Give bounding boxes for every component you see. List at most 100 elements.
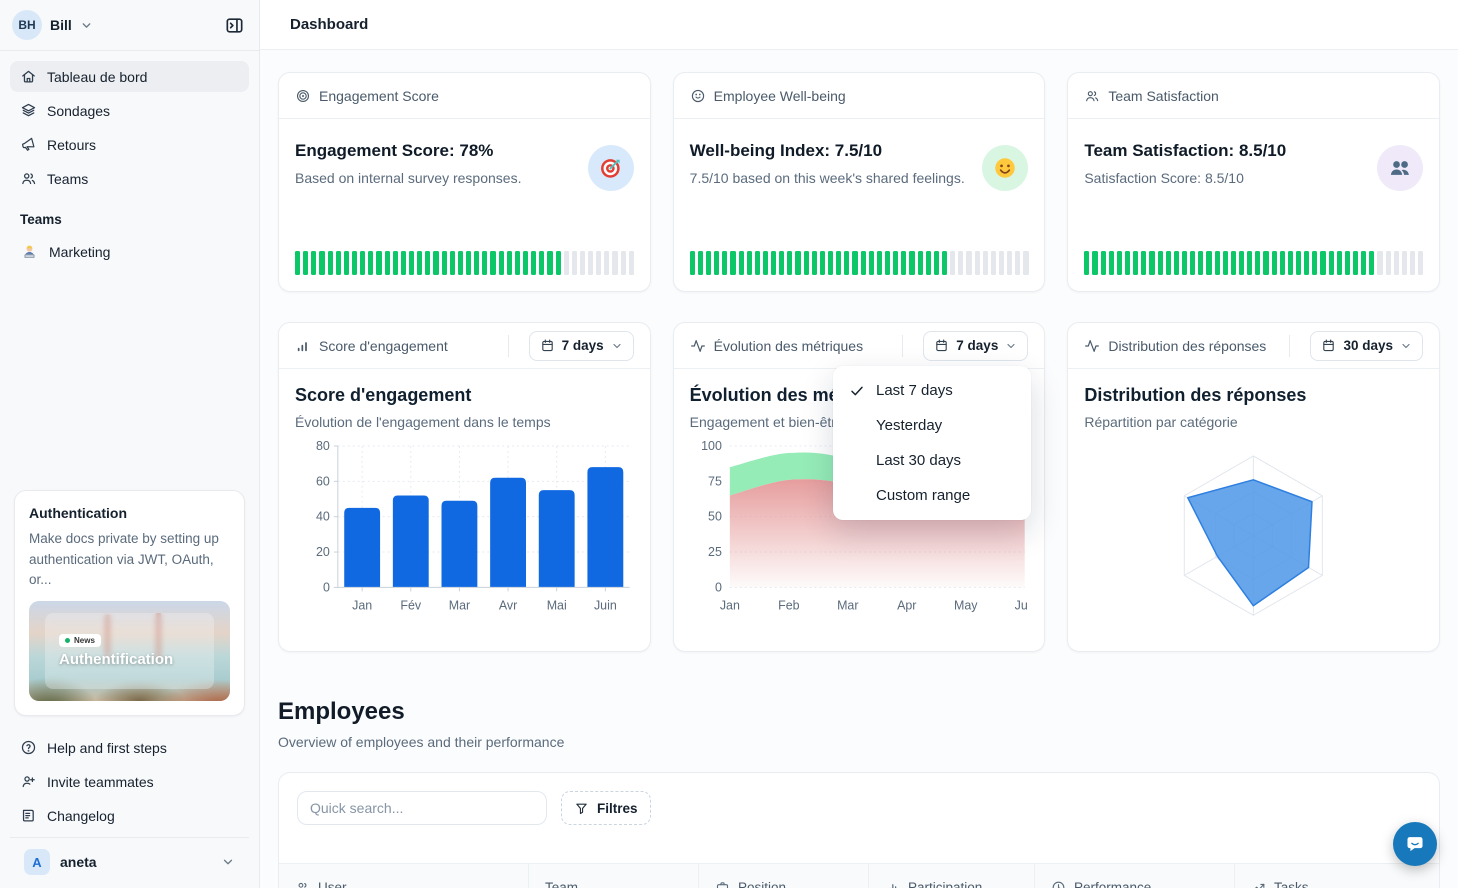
card-header-label: Employee Well-being <box>713 87 846 104</box>
main-area: Dashboard Engagement Score Engagement Sc… <box>260 0 1458 888</box>
page-header: Dashboard <box>260 0 1458 50</box>
sidebar-item-label: Sondages <box>47 102 111 119</box>
svg-text:Mar: Mar <box>449 598 470 612</box>
card-header-label: Team Satisfaction <box>1108 87 1219 104</box>
sidebar-item-changelog[interactable]: Changelog <box>10 800 249 831</box>
svg-text:Jun: Jun <box>1014 598 1028 612</box>
sidebar-item-invite[interactable]: Invite teammates <box>10 766 249 797</box>
distribution-radar-chart <box>1084 436 1423 647</box>
column-header-performance[interactable]: Performance <box>1035 864 1235 888</box>
stat-title: Team Satisfaction: 8.5/10 <box>1084 141 1287 160</box>
divider <box>902 334 904 357</box>
promo-card[interactable]: Authentication Make docs private by sett… <box>14 490 245 716</box>
sidebar-item-marketing[interactable]: Marketing <box>10 236 249 267</box>
emoji-badge <box>982 145 1029 191</box>
chart-subtitle: Répartition par catégorie <box>1084 414 1238 430</box>
stat-card-engagement: Engagement Score Engagement Score: 78% B… <box>278 72 651 292</box>
column-header-user[interactable]: User <box>279 864 529 888</box>
stat-subtitle: Based on internal survey responses. <box>295 170 522 186</box>
chart-card-engagement-score: Score d'engagement 7 days Score d'engage… <box>278 322 651 652</box>
column-header-participation[interactable]: Participation <box>869 864 1035 888</box>
filters-button[interactable]: Filtres <box>561 791 651 825</box>
sidebar-item-label: Tableau de bord <box>47 68 148 85</box>
column-header-position[interactable]: Position <box>699 864 869 888</box>
stat-card-wellbeing: Employee Well-being Well-being Index: 7.… <box>672 72 1046 292</box>
svg-text:Mar: Mar <box>837 598 858 612</box>
sidebar-item-surveys[interactable]: Sondages <box>10 95 249 126</box>
employees-section: Employees Overview of employees and thei… <box>278 698 1440 888</box>
divider <box>0 50 259 51</box>
calendar-icon <box>541 339 553 352</box>
employees-table-card: Filtres User Team Position <box>278 772 1440 888</box>
calendar-icon <box>1323 339 1335 352</box>
section-title: Employees <box>278 698 405 725</box>
activity-icon <box>1085 339 1100 352</box>
svg-text:Juin: Juin <box>594 598 617 612</box>
divider <box>10 837 249 838</box>
sidebar-item-label: Teams <box>47 170 89 187</box>
users-icon <box>298 882 307 888</box>
date-range-button[interactable]: 7 days <box>528 330 634 361</box>
menu-item-yesterday[interactable]: Yesterday <box>833 408 1031 443</box>
chevron-down-icon <box>82 22 91 28</box>
collapse-sidebar-button[interactable] <box>222 13 247 38</box>
briefcase-icon <box>716 882 729 888</box>
dashboard-content: Engagement Score Engagement Score: 78% B… <box>260 50 1458 888</box>
target-emoji <box>600 159 620 178</box>
date-range-button[interactable]: 30 days <box>1310 330 1423 361</box>
sidebar-team-list: Marketing <box>0 236 259 270</box>
chat-widget-button[interactable] <box>1393 822 1437 866</box>
stat-title: Well-being Index: 7.5/10 <box>689 141 883 160</box>
svg-text:100: 100 <box>701 439 722 453</box>
date-range-button[interactable]: 7 days <box>923 330 1029 361</box>
menu-item-custom-range[interactable]: Custom range <box>833 478 1031 513</box>
stat-subtitle: 7.5/10 based on this week's shared feeli… <box>689 170 965 186</box>
chevron-down-icon <box>613 343 621 348</box>
card-header-label: Évolution des métriques <box>713 337 864 354</box>
sidebar-item-feedback[interactable]: Retours <box>10 129 249 160</box>
layers-icon <box>21 103 36 117</box>
svg-text:25: 25 <box>708 545 722 559</box>
account-switcher[interactable]: A aneta <box>10 838 249 888</box>
megaphone-icon <box>22 137 35 151</box>
column-header-tasks[interactable]: Tasks <box>1235 864 1439 888</box>
wellbeing-progress-bar <box>689 251 1029 275</box>
svg-text:Jan: Jan <box>352 598 372 612</box>
sidebar-item-help[interactable]: Help and first steps <box>10 732 249 763</box>
users-icon <box>22 173 36 185</box>
date-range-label: 7 days <box>956 338 999 353</box>
svg-text:60: 60 <box>316 474 330 488</box>
promo-body: Make docs private by setting up authenti… <box>29 531 219 587</box>
svg-text:0: 0 <box>323 580 330 594</box>
svg-text:0: 0 <box>715 580 722 594</box>
table-header-row: User Team Position Participation <box>279 863 1439 888</box>
emoji-badge <box>1376 145 1423 191</box>
sidebar-item-label: Invite teammates <box>47 773 154 790</box>
stat-card-satisfaction: Team Satisfaction Team Satisfaction: 8.5… <box>1067 72 1440 292</box>
svg-text:Jan: Jan <box>719 598 739 612</box>
account-name: aneta <box>60 854 97 870</box>
menu-item-last-30-days[interactable]: Last 30 days <box>833 443 1031 478</box>
promo-image-title: Authentification <box>59 651 174 668</box>
quick-search-input[interactable] <box>297 791 547 825</box>
divider <box>1289 334 1291 357</box>
chevron-down-icon <box>223 859 233 865</box>
sidebar-item-teams[interactable]: Teams <box>10 163 249 194</box>
svg-text:40: 40 <box>316 510 330 524</box>
filters-label: Filtres <box>597 800 638 816</box>
card-header-label: Score d'engagement <box>319 337 448 354</box>
chart-card-response-distribution: Distribution des réponses 30 days Distri… <box>1067 322 1440 652</box>
home-icon <box>22 70 35 83</box>
workspace-name: Bill <box>50 17 72 33</box>
chart-title: Score d'engagement <box>295 385 472 405</box>
menu-item-last-7-days[interactable]: Last 7 days <box>833 373 1031 408</box>
trending-up-icon <box>1255 883 1265 888</box>
account-avatar: A <box>24 849 50 875</box>
workspace-switcher[interactable]: BH Bill <box>12 10 214 40</box>
sidebar-item-dashboard[interactable]: Tableau de bord <box>10 61 249 92</box>
column-header-team[interactable]: Team <box>529 864 699 888</box>
svg-text:Mai: Mai <box>547 598 567 612</box>
panel-collapse-icon <box>226 17 243 33</box>
page-title: Dashboard <box>290 16 369 33</box>
sidebar-nav: Tableau de bord Sondages Retours Teams <box>0 51 259 197</box>
